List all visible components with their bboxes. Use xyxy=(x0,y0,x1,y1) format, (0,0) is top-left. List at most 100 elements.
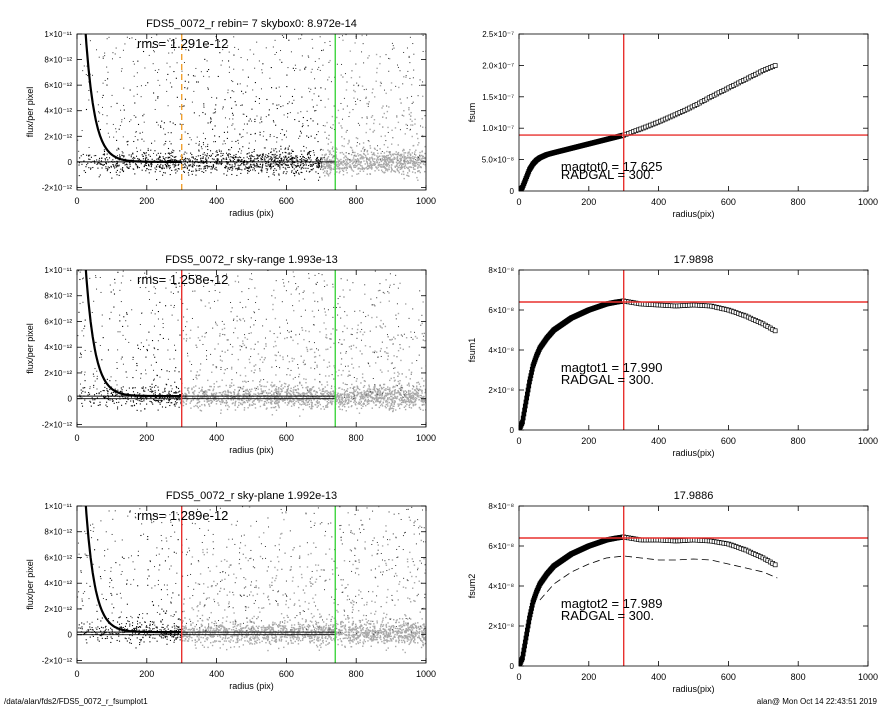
data-point xyxy=(305,162,307,164)
data-point xyxy=(355,161,358,163)
data-point xyxy=(417,381,420,384)
data-point xyxy=(422,385,425,387)
data-point xyxy=(387,156,390,159)
data-point xyxy=(271,166,273,168)
data-point xyxy=(270,390,273,392)
data-point xyxy=(367,167,370,170)
data-point xyxy=(368,402,370,405)
data-point xyxy=(234,128,236,130)
data-point xyxy=(405,376,407,378)
data-point xyxy=(411,120,413,122)
data-point xyxy=(317,162,319,164)
data-point xyxy=(383,112,385,115)
data-point xyxy=(293,172,295,174)
data-point xyxy=(338,172,341,174)
data-point xyxy=(177,168,179,170)
data-point xyxy=(319,149,321,151)
data-point xyxy=(323,393,325,395)
data-point xyxy=(242,342,244,345)
data-point xyxy=(182,394,185,396)
data-point xyxy=(410,331,412,333)
data-point xyxy=(203,105,205,107)
data-point xyxy=(123,162,125,164)
data-point xyxy=(382,159,384,161)
data-point xyxy=(408,382,410,384)
data-point xyxy=(313,399,315,401)
data-point xyxy=(389,389,391,391)
data-point xyxy=(316,399,319,402)
data-point xyxy=(417,159,419,161)
data-point xyxy=(269,136,271,138)
data-point xyxy=(231,124,233,126)
data-point xyxy=(171,160,173,162)
data-point xyxy=(84,391,86,393)
data-point xyxy=(424,158,426,160)
data-point xyxy=(187,132,189,135)
data-point xyxy=(250,390,252,393)
data-point xyxy=(388,70,390,72)
data-point xyxy=(365,395,367,397)
data-point xyxy=(346,172,348,174)
data-point xyxy=(291,150,294,153)
data-point xyxy=(175,349,177,351)
data-point xyxy=(414,389,416,392)
data-point xyxy=(211,96,213,98)
data-point xyxy=(403,401,405,404)
data-point xyxy=(282,156,284,158)
data-point xyxy=(316,166,318,168)
data-point xyxy=(114,278,116,280)
data-point xyxy=(143,389,145,391)
data-point xyxy=(183,153,185,155)
data-point xyxy=(315,159,317,161)
data-point xyxy=(149,155,151,157)
data-point xyxy=(180,113,182,115)
data-point xyxy=(227,404,229,407)
data-point xyxy=(276,164,278,166)
data-point xyxy=(215,168,217,170)
data-point xyxy=(272,157,274,159)
data-point xyxy=(267,398,270,400)
data-point xyxy=(366,116,368,118)
data-point xyxy=(117,147,119,149)
data-point xyxy=(325,406,327,408)
data-point xyxy=(273,384,276,386)
data-point xyxy=(143,165,145,167)
data-point xyxy=(357,402,359,405)
data-point xyxy=(380,400,382,402)
data-point xyxy=(367,314,370,317)
data-point xyxy=(136,147,138,149)
data-point xyxy=(133,63,135,65)
data-point xyxy=(247,162,249,164)
data-point xyxy=(364,394,367,397)
data-point xyxy=(332,150,335,152)
data-point xyxy=(169,156,171,158)
data-point xyxy=(281,158,283,160)
data-point xyxy=(367,388,369,390)
data-point xyxy=(146,403,148,405)
data-point xyxy=(335,396,337,399)
data-point xyxy=(385,165,388,167)
data-point xyxy=(402,150,404,152)
data-point xyxy=(274,159,276,161)
data-point xyxy=(273,393,275,396)
data-point xyxy=(145,369,147,371)
data-point xyxy=(100,163,102,165)
data-point xyxy=(386,110,389,113)
data-point xyxy=(139,403,141,405)
data-point xyxy=(352,170,355,172)
data-point xyxy=(317,166,319,168)
data-point xyxy=(106,406,108,408)
data-point xyxy=(200,390,202,392)
data-point xyxy=(415,165,417,167)
data-point xyxy=(119,156,121,158)
data-point xyxy=(342,164,344,166)
data-point xyxy=(325,336,327,339)
data-point xyxy=(364,148,366,151)
data-point xyxy=(147,158,149,161)
data-point xyxy=(144,152,146,154)
data-point xyxy=(408,393,410,395)
data-point xyxy=(409,157,411,160)
data-point xyxy=(216,151,218,153)
data-point xyxy=(308,397,310,399)
data-point xyxy=(346,81,348,83)
